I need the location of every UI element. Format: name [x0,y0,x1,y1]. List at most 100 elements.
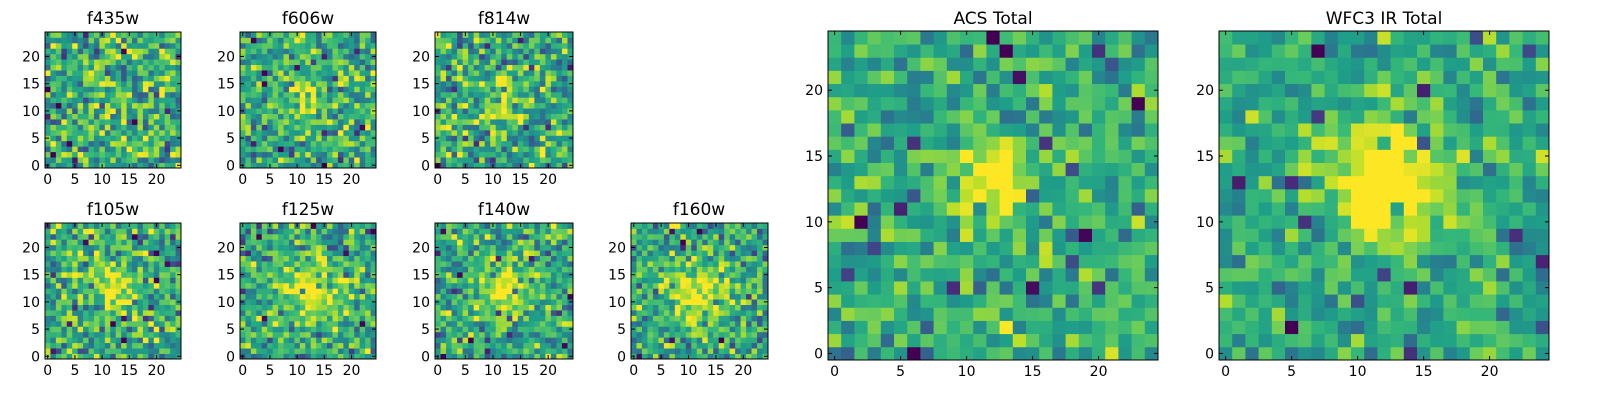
heatmap-cell [77,59,84,66]
heatmap-cell [61,59,68,66]
heatmap-cell [343,353,350,360]
heatmap-cell [240,86,246,93]
heatmap-cell [115,37,122,44]
heatmap-cell [294,86,301,93]
heatmap-cell [148,37,155,44]
heatmap-cell [61,342,68,349]
heatmap-cell [457,233,463,240]
heatmap-cell [121,277,127,284]
heatmap-cell [332,266,339,273]
heatmap-cell [440,162,447,169]
heatmap-cell [539,239,546,246]
heatmap-cell [550,157,557,163]
heatmap-cell [517,244,524,251]
heatmap-cell [1105,188,1119,203]
heatmap-cell [164,86,171,93]
heatmap-cell [647,250,654,257]
heatmap-cell [164,299,171,305]
heatmap-cell [66,64,73,71]
heatmap-cell [462,288,469,295]
heatmap-cell [299,59,306,66]
heatmap-cell [256,223,263,229]
heatmap-cell [267,293,274,300]
heatmap-cell [110,80,117,87]
heatmap-cell [490,124,497,131]
heatmap-cell [933,294,948,308]
heatmap-cell [757,304,763,311]
heatmap-cell [451,70,458,76]
heatmap-cell [556,91,563,98]
heatmap-cell [256,337,263,344]
heatmap-cell [61,353,68,360]
heatmap-cell [1144,241,1159,256]
heatmap-cell [746,271,752,278]
heatmap-cell [343,299,350,305]
heatmap-cell [867,346,882,361]
heatmap-cell [658,288,665,295]
heatmap-cell [479,140,486,147]
heatmap-cell [506,91,513,98]
heatmap-cell [457,288,463,295]
heatmap-cell [854,281,868,295]
heatmap-cell [170,140,176,147]
heatmap-cell [473,80,480,87]
heatmap-cell [55,348,62,354]
heatmap-cell [501,326,508,333]
heatmap-cell [680,342,687,349]
heatmap-cell [479,80,486,87]
heatmap-cell [316,288,322,295]
heatmap-cell [50,59,57,66]
heatmap-cell [332,162,339,169]
heatmap-cell [854,241,868,256]
heatmap-cell [479,124,486,131]
heatmap-cell [327,228,333,235]
heatmap-cell [104,113,111,120]
heatmap-cell [272,37,279,44]
heatmap-cell [550,80,557,87]
heatmap-cell [446,59,452,66]
heatmap-cell [359,233,366,240]
y-tick-label: 0 [421,349,430,365]
heatmap-cell [299,277,306,284]
heatmap-cell [50,261,57,267]
heatmap-cell [713,239,720,246]
heatmap-cell [550,310,557,316]
heatmap-cell [484,146,491,153]
heatmap-cell [153,342,160,349]
y-tick-label: 5 [31,322,40,338]
heatmap-cell [245,320,252,327]
heatmap-cell [337,37,344,44]
x-tick-label: 10 [288,363,306,379]
heatmap-cell [354,37,361,44]
heatmap-cell [523,32,530,38]
heatmap-cell [484,162,491,169]
heatmap-cell [261,337,268,344]
heatmap-cell [250,102,257,109]
heatmap-cell [484,124,491,131]
heatmap-cell [83,48,89,55]
heatmap-cell [72,75,79,82]
heatmap-cell [658,342,665,349]
heatmap-cell [137,326,144,333]
heatmap-cell [159,97,166,104]
heatmap-cell [305,119,312,125]
heatmap-cell [561,250,568,257]
heatmap-cell [310,48,317,55]
heatmap-cell [762,315,769,322]
heatmap-cell [316,48,322,55]
heatmap-cell [718,266,725,273]
heatmap-cell [933,188,948,203]
heatmap-cell [462,239,469,246]
heatmap-cell [332,293,339,300]
heatmap-cell [55,228,62,235]
heatmap-cell [724,223,731,229]
heatmap-cell [561,86,568,93]
heatmap-cell [121,108,127,114]
heatmap-cell [343,266,350,273]
heatmap-cell [663,337,670,344]
heatmap-cell [440,146,447,153]
heatmap-cell [55,146,62,153]
heatmap-cell [550,146,557,153]
heatmap-cell [473,293,480,300]
